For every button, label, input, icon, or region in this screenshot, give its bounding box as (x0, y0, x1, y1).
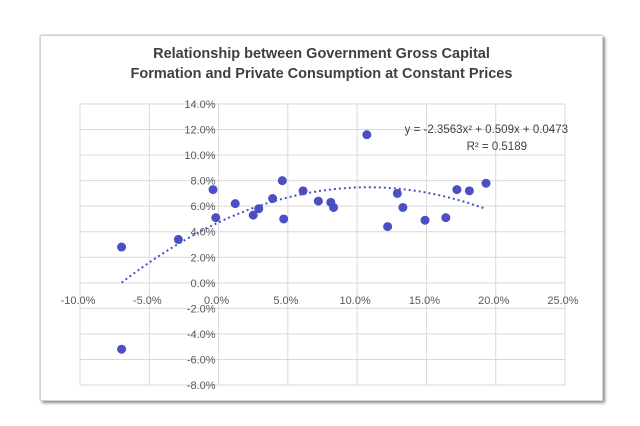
x-tick-label: -10.0% (61, 295, 96, 307)
polynomial-trendline (120, 186, 487, 284)
x-tick-label: 25.0% (547, 295, 578, 307)
x-tick-label: -5.0% (133, 295, 162, 307)
y-tick-label: 0.0% (190, 278, 215, 290)
y-tick-label: -2.0% (187, 303, 216, 315)
y-tick-label: 4.0% (190, 227, 215, 239)
y-tick-label: 14.0% (184, 99, 215, 111)
data-point (248, 210, 258, 220)
data-point (268, 194, 278, 204)
data-point (362, 130, 372, 140)
chart-title-line-1: Relationship between Government Gross Ca… (153, 46, 490, 62)
y-tick-label: 8.0% (190, 176, 215, 188)
data-point (208, 185, 218, 195)
chart-title-line-2: Formation and Private Consumption at Con… (130, 66, 513, 82)
trendline-r-squared: R² = 0.5189 (467, 141, 527, 153)
x-tick-label: 10.0% (340, 295, 371, 307)
data-point (254, 204, 264, 214)
data-point (383, 222, 393, 232)
data-point (279, 214, 289, 224)
data-point (441, 213, 451, 223)
x-tick-label: 20.0% (478, 295, 509, 307)
y-tick-label: 6.0% (190, 201, 215, 213)
y-tick-label: -4.0% (187, 329, 216, 341)
data-point (173, 234, 183, 244)
trendline-equation: y = -2.3563x² + 0.509x + 0.0473 (405, 124, 568, 136)
data-point (117, 344, 127, 354)
y-tick-label: 10.0% (184, 150, 215, 162)
data-point (277, 176, 287, 186)
x-tick-label: 5.0% (273, 295, 298, 307)
chart-title: Relationship between Government Gross Ca… (40, 44, 603, 84)
data-point (117, 242, 127, 252)
x-tick-label: 0.0% (204, 295, 229, 307)
data-point (313, 196, 323, 206)
y-tick-label: 12.0% (184, 125, 215, 137)
data-point (398, 202, 408, 212)
y-tick-label: 2.0% (190, 252, 215, 264)
data-points (117, 130, 491, 354)
data-point (420, 215, 430, 225)
x-tick-label: 15.0% (409, 295, 440, 307)
data-point (329, 202, 339, 212)
data-point (211, 213, 221, 223)
y-tick-label: -8.0% (187, 380, 216, 392)
data-point (481, 178, 491, 188)
data-point (230, 199, 240, 209)
chart-frame (40, 35, 603, 401)
data-point (298, 186, 308, 196)
x-axis-tick-labels: -10.0% -5.0% 0.0% 5.0% 10.0% 15.0% 20.0% 25.0% (61, 295, 579, 307)
y-tick-label: -6.0% (187, 354, 216, 366)
data-point (392, 188, 402, 198)
y-axis-tick-labels: -8.0% -6.0% -4.0% -2.0% 0.0% 2.0% 4.0% 6.0% 8.0%… (184, 99, 215, 392)
data-point (464, 186, 474, 196)
data-point (452, 185, 462, 195)
